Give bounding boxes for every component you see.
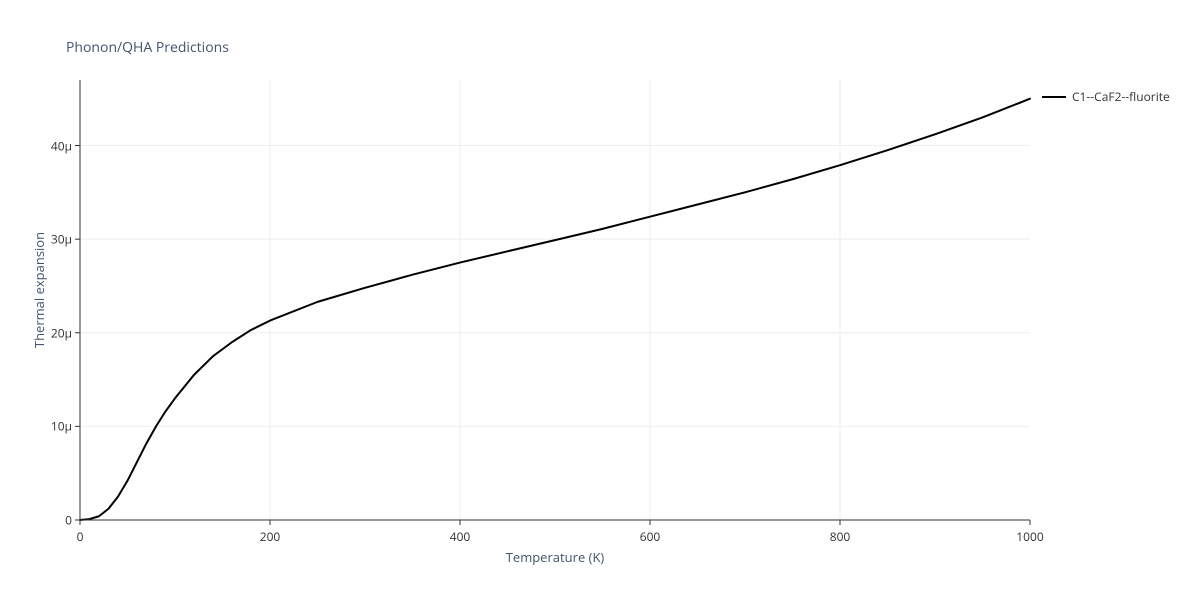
chart-plot [0, 0, 1200, 600]
x-tick-label: 400 [450, 528, 471, 545]
x-tick-label: 600 [640, 528, 661, 545]
y-tick-label: 0 [46, 512, 72, 529]
y-tick-label: 20μ [46, 324, 72, 341]
legend-label: C1--CaF2--fluorite [1072, 88, 1170, 105]
x-tick-label: 200 [260, 528, 281, 545]
x-tick-label: 0 [77, 528, 84, 545]
x-tick-label: 800 [830, 528, 851, 545]
y-tick-label: 10μ [46, 418, 72, 435]
y-tick-label: 40μ [46, 137, 72, 154]
x-tick-label: 1000 [1016, 528, 1043, 545]
legend: C1--CaF2--fluorite [1042, 88, 1170, 105]
legend-swatch [1042, 96, 1066, 98]
y-tick-label: 30μ [46, 231, 72, 248]
